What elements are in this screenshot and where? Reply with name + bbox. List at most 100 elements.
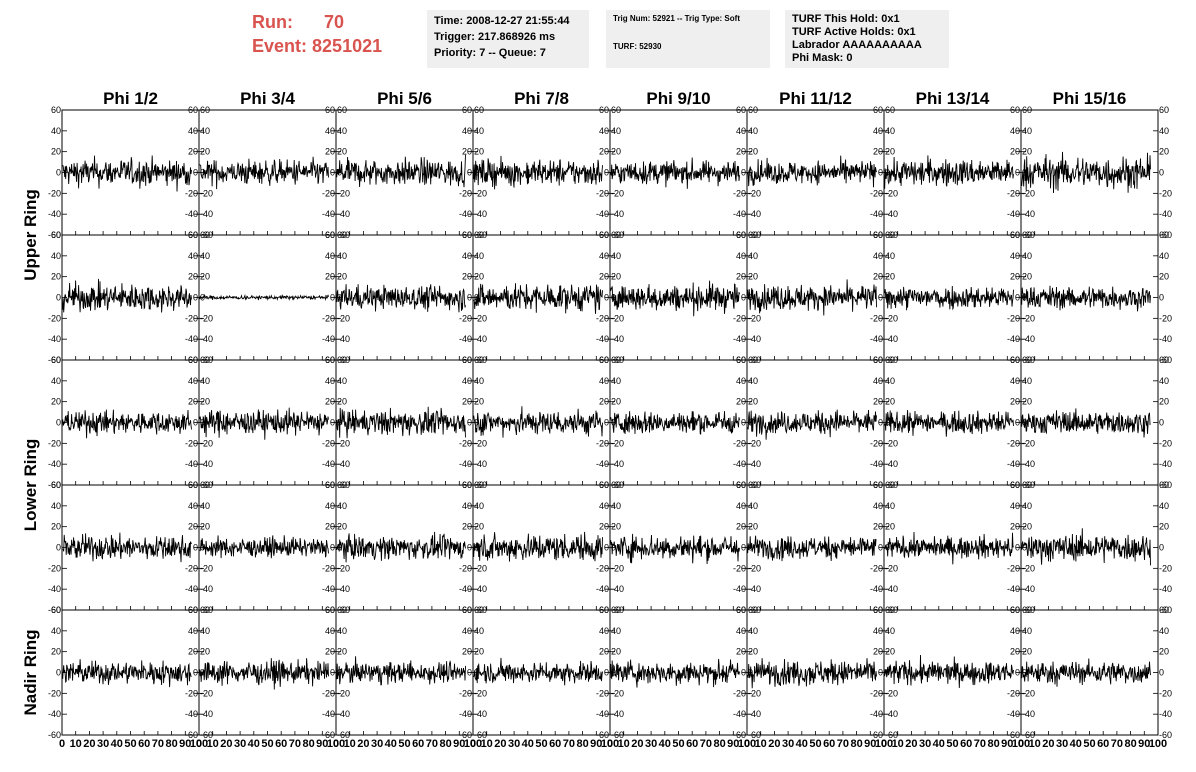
y-tick-label: -40: [1007, 334, 1020, 344]
x-tick-label: 90: [864, 738, 876, 750]
x-tick-label: 10: [755, 738, 767, 750]
turf-this-hold-text: TURF This Hold: 0x1: [792, 13, 900, 25]
y-tick-label: 60: [325, 480, 335, 490]
x-tick-label: 70: [837, 738, 849, 750]
y-tick-label-right: -20: [611, 563, 624, 573]
x-tick-label: 20: [1042, 738, 1054, 750]
y-tick-label-right: -40: [474, 209, 487, 219]
y-tick-label-right: 20: [611, 272, 621, 282]
y-tick-label-right: -40: [1022, 584, 1035, 594]
y-tick-label: 40: [51, 126, 61, 136]
y-tick-label-right: 40: [885, 376, 895, 386]
y-tick-label: 0: [1015, 543, 1020, 553]
y-tick-label-right: 20: [1159, 272, 1169, 282]
x-tick-label: 0: [333, 738, 339, 750]
x-tick-label: 30: [234, 738, 246, 750]
x-tick-label: 20: [83, 738, 95, 750]
y-tick-label: 20: [188, 147, 198, 157]
y-tick-label: 20: [325, 522, 335, 532]
y-tick-label-right: -40: [474, 584, 487, 594]
y-tick-label-right: -20: [1159, 188, 1172, 198]
y-tick-label-right: 20: [1022, 147, 1032, 157]
x-tick-label: 20: [357, 738, 369, 750]
y-tick-label: -20: [48, 313, 61, 323]
y-tick-label-right: 40: [337, 626, 347, 636]
y-tick-label-right: 60: [1159, 105, 1169, 115]
x-tick-label: 30: [97, 738, 109, 750]
y-tick-label: -40: [185, 459, 198, 469]
x-tick-label: 80: [713, 738, 725, 750]
y-tick-label: 60: [736, 605, 746, 615]
y-tick-label: 20: [736, 147, 746, 157]
y-tick-label-right: -40: [200, 334, 213, 344]
y-tick-label: 40: [1010, 626, 1020, 636]
y-tick-label: 40: [325, 626, 335, 636]
y-tick-label-right: 20: [885, 147, 895, 157]
y-tick-label: 40: [873, 376, 883, 386]
y-tick-label-right: 20: [474, 522, 484, 532]
y-tick-label: 0: [330, 168, 335, 178]
y-tick-label-right: -40: [1022, 459, 1035, 469]
y-tick-label: 20: [599, 272, 609, 282]
y-tick-label: 60: [51, 605, 61, 615]
y-tick-label: 20: [599, 397, 609, 407]
x-tick-label: 90: [316, 738, 328, 750]
y-tick-label: -40: [459, 459, 472, 469]
y-tick-label: 60: [599, 355, 609, 365]
y-tick-label: -40: [596, 584, 609, 594]
y-tick-label-right: 20: [611, 147, 621, 157]
y-tick-label-right: -40: [1159, 334, 1172, 344]
turf-active-holds-text: TURF Active Holds: 0x1: [792, 26, 916, 38]
y-tick-label: 60: [873, 105, 883, 115]
x-tick-label: 70: [563, 738, 575, 750]
y-tick-label-right: 40: [885, 626, 895, 636]
y-tick-label-right: -40: [885, 709, 898, 719]
y-tick-label-right: 40: [611, 626, 621, 636]
y-tick-label: -40: [1007, 709, 1020, 719]
y-tick-label-right: 40: [1022, 501, 1032, 511]
y-tick-label: 40: [462, 251, 472, 261]
y-tick-label: 0: [467, 293, 472, 303]
y-tick-label: -40: [185, 709, 198, 719]
x-tick-label: 90: [590, 738, 602, 750]
y-tick-label-right: 40: [474, 126, 484, 136]
y-tick-label: 60: [325, 355, 335, 365]
y-tick-label: 60: [188, 480, 198, 490]
y-tick-label: -20: [185, 438, 198, 448]
y-tick-label-right: 40: [337, 501, 347, 511]
waveform-trace: [1021, 528, 1151, 566]
y-tick-label: 0: [467, 168, 472, 178]
y-tick-label: 20: [873, 647, 883, 657]
y-tick-label: 20: [599, 147, 609, 157]
x-tick-label: 40: [796, 738, 808, 750]
y-tick-label: 0: [193, 293, 198, 303]
x-tick-label: 40: [522, 738, 534, 750]
y-tick-label: 60: [325, 605, 335, 615]
y-tick-label: -40: [596, 709, 609, 719]
y-tick-label: 0: [330, 543, 335, 553]
column-header: Phi 11/12: [779, 89, 852, 108]
y-tick-label-right: -20: [885, 438, 898, 448]
y-tick-label: -20: [48, 688, 61, 698]
y-tick-label-right: 20: [200, 272, 210, 282]
y-tick-label-right: 40: [748, 626, 758, 636]
y-tick-label: -40: [459, 334, 472, 344]
y-tick-label-right: 40: [611, 376, 621, 386]
y-tick-label-right: 20: [337, 647, 347, 657]
y-tick-label-right: 20: [474, 147, 484, 157]
x-tick-label: 0: [881, 738, 887, 750]
y-tick-label-right: -60: [1159, 355, 1172, 365]
column-header: Phi 9/10: [646, 89, 710, 108]
y-tick-label-right: -20: [474, 313, 487, 323]
y-tick-label-right: -40: [748, 584, 761, 594]
y-tick-label-right: 40: [1159, 376, 1169, 386]
y-tick-label: 20: [1010, 522, 1020, 532]
y-tick-label: 40: [736, 626, 746, 636]
y-tick-label: 0: [604, 418, 609, 428]
y-tick-label: -40: [185, 334, 198, 344]
x-tick-label: 100: [875, 738, 893, 750]
y-tick-label: 60: [736, 480, 746, 490]
y-tick-label-right: -20: [611, 688, 624, 698]
x-tick-label: 70: [152, 738, 164, 750]
x-tick-label: 20: [494, 738, 506, 750]
